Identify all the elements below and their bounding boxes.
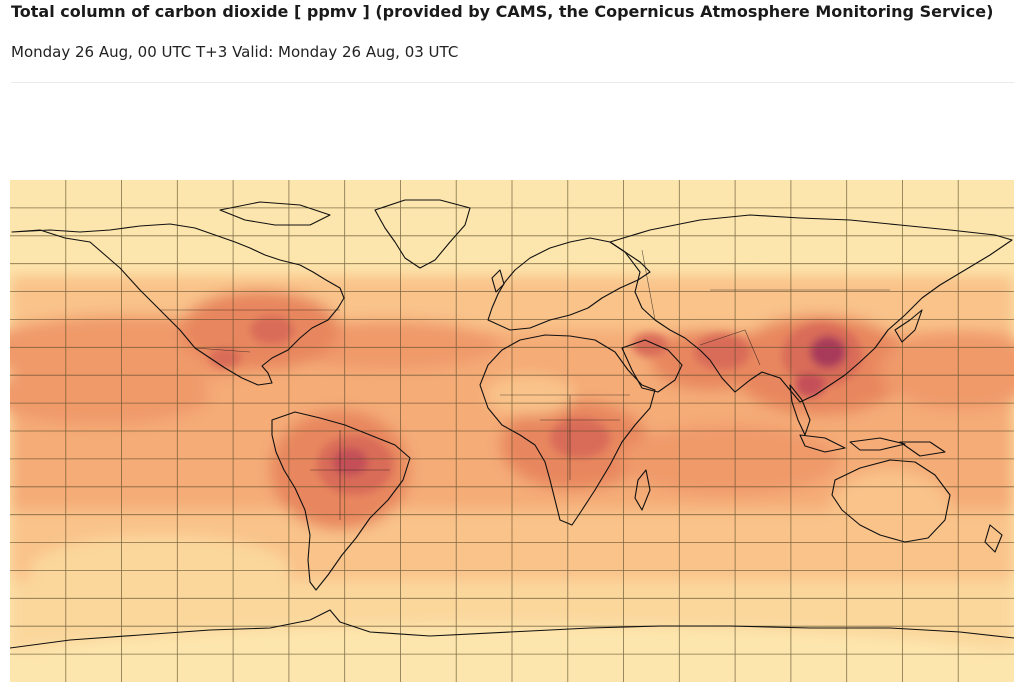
co2-peak-bolivia xyxy=(332,448,368,476)
co2-peak-se-asia xyxy=(795,373,825,397)
co2-peak-us-midwest xyxy=(250,316,294,344)
co2-high-west-pacific xyxy=(880,330,1014,410)
border-south-america xyxy=(310,430,390,520)
coastline-canadian-archipelago xyxy=(219,201,331,226)
coastline-indonesia-east xyxy=(849,437,906,451)
border-africa-central xyxy=(540,395,620,480)
border-india xyxy=(699,329,761,366)
country-borders xyxy=(160,249,890,520)
co2-high-indian-ocean xyxy=(620,425,840,495)
co2-peak-china-core xyxy=(810,336,846,368)
coastline-asia xyxy=(609,214,1013,403)
coastline-uk xyxy=(491,269,505,293)
coastline-arabia xyxy=(621,339,683,393)
coastline-japan xyxy=(894,309,923,343)
border-us-mexico xyxy=(194,347,251,353)
divider xyxy=(11,82,1014,83)
co2-peak-persian-gulf xyxy=(632,333,668,357)
co2-map[interactable] xyxy=(10,180,1014,682)
coastline-africa xyxy=(479,334,656,526)
coastline-new-guinea xyxy=(899,441,946,457)
coastline-greenland xyxy=(374,199,471,269)
co2-peak-india xyxy=(694,334,750,370)
coastline-south-america xyxy=(271,411,411,591)
co2-low-australia xyxy=(830,470,950,550)
border-europe-asia xyxy=(641,249,656,321)
map-svg xyxy=(10,180,1014,682)
coastline-europe xyxy=(487,237,651,331)
co2-peak-congo xyxy=(550,418,610,458)
coastline-madagascar xyxy=(634,469,651,511)
coastline-new-zealand xyxy=(984,524,1003,553)
coastlines xyxy=(10,199,1014,649)
coastline-australia xyxy=(831,459,951,543)
coastline-north-america xyxy=(11,223,345,386)
page-title: Total column of carbon dioxide [ ppmv ] … xyxy=(11,2,994,21)
coastline-indonesia-west xyxy=(799,434,846,453)
coastline-indochina xyxy=(789,384,811,436)
forecast-validity: Monday 26 Aug, 00 UTC T+3 Valid: Monday … xyxy=(11,43,459,61)
co2-high-pacific-tropical xyxy=(10,365,210,425)
coastline-antarctica xyxy=(10,609,1014,649)
graticule xyxy=(10,180,1014,682)
